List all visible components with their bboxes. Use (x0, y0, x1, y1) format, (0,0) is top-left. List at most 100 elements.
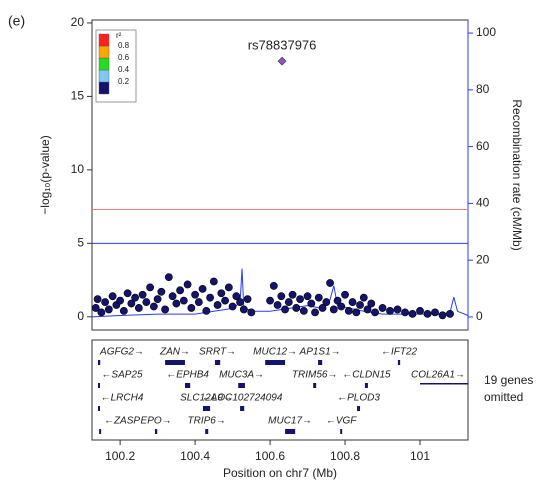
gene-body (364, 383, 368, 388)
x-tick-label: 100.2 (105, 449, 135, 463)
gene-body (265, 360, 286, 365)
gene-body (238, 383, 245, 388)
snp-point (153, 295, 162, 304)
snp-point (303, 292, 312, 301)
recombination-line (91, 268, 469, 318)
gene-label: AP1S1→ (299, 347, 341, 358)
snp-point (93, 295, 102, 304)
gene-body (165, 360, 185, 365)
snp-point (277, 292, 286, 301)
snp-point (97, 308, 106, 317)
gene-label: ←LOC102724094 (202, 393, 283, 404)
snp-point (236, 298, 244, 306)
snp-point (224, 283, 233, 292)
snp-point (378, 304, 387, 312)
x-tick-label: 100.4 (180, 449, 210, 463)
snp-point (408, 309, 417, 318)
panel-label: (e) (8, 13, 25, 29)
snp-point (187, 304, 196, 312)
snp-point (344, 307, 353, 315)
snp-point (363, 305, 372, 314)
snp-point (232, 292, 241, 301)
gene-body (318, 360, 323, 365)
snp-point (247, 308, 256, 317)
snp-point (348, 298, 357, 306)
snp-point (239, 305, 248, 314)
gene-label: ←LRCH4 (101, 393, 144, 404)
snp-point (333, 296, 342, 305)
snp-point (311, 308, 319, 317)
lead-snp (277, 56, 287, 66)
snp-point (228, 302, 237, 311)
snp-point (91, 304, 100, 312)
gene-body (99, 429, 102, 434)
gene-body (205, 429, 209, 434)
snp-point (318, 304, 327, 312)
gene-label: SLC12A9→ (180, 393, 233, 404)
gene-label: ZAN→ (159, 347, 190, 358)
snp-point (446, 309, 454, 318)
snp-point (146, 283, 155, 292)
gene-label: ←ZASP (104, 416, 140, 427)
lead-snp-label: rs78837976 (248, 38, 317, 53)
snp-point (393, 305, 402, 314)
legend-tick-label: 0.6 (118, 53, 130, 62)
gene-label: ←IFT22 (381, 347, 418, 358)
snp-point (172, 299, 181, 308)
gene-label: ←CLDN15 (342, 370, 391, 381)
snp-point (299, 307, 308, 315)
y-tick-label: 20 (71, 15, 85, 29)
y-tick-label: 15 (71, 89, 85, 103)
gene-label: TRIM56→ (292, 370, 338, 381)
snp-point (206, 293, 214, 302)
snp-point (131, 293, 140, 302)
gene-label: ←PLOD3 (337, 393, 380, 404)
gene-body (313, 383, 317, 388)
x-tick-label: 101 (410, 449, 430, 463)
y-axis-label: −log₁₀(p-value) (38, 135, 52, 214)
snp-point (367, 299, 376, 308)
snp-point (168, 292, 177, 301)
snp-point (359, 293, 368, 302)
snp-point (288, 290, 297, 299)
snp-point (356, 301, 364, 309)
snp-point (284, 298, 293, 306)
gene-body (420, 383, 468, 385)
gene-label: ←SAP25 (101, 370, 143, 381)
snp-point (104, 305, 113, 314)
snp-point (127, 299, 136, 308)
gene-frame (91, 339, 469, 441)
snp-point (296, 295, 304, 304)
x-tick-label: 100.6 (255, 449, 285, 463)
snp-point (108, 292, 117, 301)
snp-point (341, 290, 349, 299)
gene-body (285, 429, 296, 434)
snp-point (123, 289, 132, 298)
snp-point (149, 302, 158, 311)
gene-label: ←EPHB4 (166, 370, 209, 381)
omitted-note: omitted (484, 390, 523, 404)
gene-body (97, 383, 100, 388)
gene-body (154, 429, 158, 434)
snp-point (213, 301, 222, 309)
gene-body (340, 429, 343, 434)
gene-body (357, 406, 361, 411)
y2-tick-label: 80 (476, 82, 490, 96)
gene-label: MUC12→ (253, 347, 297, 358)
gene-label: EPO→ (141, 416, 172, 427)
snp-point (176, 286, 184, 295)
x-axis-label: Position on chr7 (Mb) (223, 466, 337, 480)
snp-point (119, 307, 128, 315)
snp-point (352, 308, 361, 317)
snp-point (221, 296, 229, 305)
omitted-note: 19 genes (484, 373, 533, 387)
snp-point (416, 307, 424, 315)
y-tick-label: 0 (77, 309, 84, 323)
y2-tick-label: 60 (476, 139, 490, 153)
snp-point (209, 277, 218, 286)
snp-point (157, 287, 166, 296)
snp-point (243, 295, 252, 304)
legend-swatch (98, 57, 110, 71)
snp-point (198, 284, 207, 293)
gene-body (214, 360, 221, 365)
